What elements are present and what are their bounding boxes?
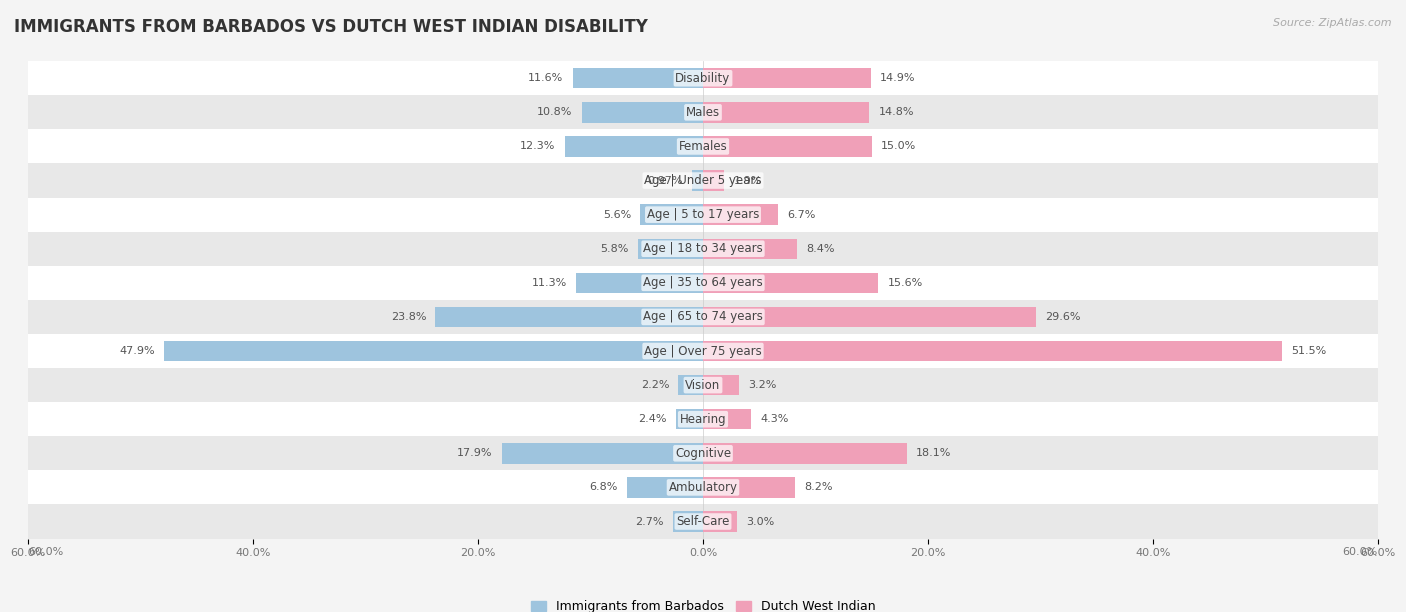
Text: 6.7%: 6.7%	[787, 210, 815, 220]
Text: Source: ZipAtlas.com: Source: ZipAtlas.com	[1274, 18, 1392, 28]
Bar	[627, 477, 703, 498]
Text: 17.9%: 17.9%	[457, 449, 492, 458]
Bar	[703, 409, 751, 430]
Bar	[703, 477, 796, 498]
Text: 2.7%: 2.7%	[636, 517, 664, 526]
Bar	[28, 61, 1378, 95]
Bar	[692, 170, 703, 191]
Bar	[703, 375, 740, 395]
Bar	[576, 272, 703, 293]
Bar	[28, 198, 1378, 232]
Bar	[28, 471, 1378, 504]
Text: 47.9%: 47.9%	[120, 346, 155, 356]
Text: Females: Females	[679, 140, 727, 153]
Bar	[572, 68, 703, 89]
Bar	[28, 402, 1378, 436]
Text: 14.8%: 14.8%	[879, 107, 914, 118]
Text: Age | 18 to 34 years: Age | 18 to 34 years	[643, 242, 763, 255]
Text: Disability: Disability	[675, 72, 731, 84]
Text: IMMIGRANTS FROM BARBADOS VS DUTCH WEST INDIAN DISABILITY: IMMIGRANTS FROM BARBADOS VS DUTCH WEST I…	[14, 18, 648, 36]
Text: Age | 35 to 64 years: Age | 35 to 64 years	[643, 277, 763, 289]
Text: 11.6%: 11.6%	[529, 73, 564, 83]
Legend: Immigrants from Barbados, Dutch West Indian: Immigrants from Barbados, Dutch West Ind…	[526, 595, 880, 612]
Text: 60.0%: 60.0%	[1343, 547, 1378, 557]
Text: 23.8%: 23.8%	[391, 312, 426, 322]
Text: 15.0%: 15.0%	[880, 141, 915, 151]
Bar	[436, 307, 703, 327]
Text: Age | 65 to 74 years: Age | 65 to 74 years	[643, 310, 763, 323]
Text: Cognitive: Cognitive	[675, 447, 731, 460]
Text: 29.6%: 29.6%	[1045, 312, 1080, 322]
Text: 51.5%: 51.5%	[1291, 346, 1326, 356]
Bar	[28, 95, 1378, 129]
Bar	[28, 368, 1378, 402]
Bar	[703, 272, 879, 293]
Bar	[502, 443, 703, 463]
Text: Age | Over 75 years: Age | Over 75 years	[644, 345, 762, 357]
Bar	[703, 443, 907, 463]
Text: 3.0%: 3.0%	[745, 517, 773, 526]
Bar	[638, 239, 703, 259]
Text: 3.2%: 3.2%	[748, 380, 776, 390]
Text: 11.3%: 11.3%	[531, 278, 567, 288]
Text: 4.3%: 4.3%	[761, 414, 789, 424]
Bar	[28, 129, 1378, 163]
Text: 5.8%: 5.8%	[600, 244, 628, 254]
Text: 2.4%: 2.4%	[638, 414, 666, 424]
Bar	[703, 307, 1036, 327]
Bar	[565, 136, 703, 157]
Bar	[703, 136, 872, 157]
Bar	[28, 163, 1378, 198]
Bar	[703, 239, 797, 259]
Text: Vision: Vision	[685, 379, 721, 392]
Text: 18.1%: 18.1%	[915, 449, 950, 458]
Text: 8.4%: 8.4%	[807, 244, 835, 254]
Text: Ambulatory: Ambulatory	[668, 481, 738, 494]
Text: Hearing: Hearing	[679, 412, 727, 426]
Text: 12.3%: 12.3%	[520, 141, 555, 151]
Bar	[703, 170, 724, 191]
Text: 60.0%: 60.0%	[28, 547, 63, 557]
Bar	[676, 409, 703, 430]
Bar	[703, 341, 1282, 361]
Text: 1.9%: 1.9%	[734, 176, 762, 185]
Bar	[703, 68, 870, 89]
Text: 5.6%: 5.6%	[603, 210, 631, 220]
Bar	[28, 266, 1378, 300]
Bar	[672, 511, 703, 532]
Bar	[703, 511, 737, 532]
Bar	[28, 300, 1378, 334]
Text: Self-Care: Self-Care	[676, 515, 730, 528]
Text: 14.9%: 14.9%	[880, 73, 915, 83]
Text: Age | Under 5 years: Age | Under 5 years	[644, 174, 762, 187]
Bar	[640, 204, 703, 225]
Bar	[582, 102, 703, 122]
Bar	[703, 102, 869, 122]
Text: 10.8%: 10.8%	[537, 107, 572, 118]
Bar	[703, 204, 779, 225]
Text: 15.6%: 15.6%	[887, 278, 922, 288]
Text: 6.8%: 6.8%	[589, 482, 617, 493]
Bar	[165, 341, 703, 361]
Bar	[678, 375, 703, 395]
Text: Males: Males	[686, 106, 720, 119]
Text: 2.2%: 2.2%	[641, 380, 669, 390]
Text: Age | 5 to 17 years: Age | 5 to 17 years	[647, 208, 759, 221]
Text: 0.97%: 0.97%	[648, 176, 683, 185]
Bar	[28, 334, 1378, 368]
Bar	[28, 232, 1378, 266]
Text: 8.2%: 8.2%	[804, 482, 832, 493]
Bar	[28, 436, 1378, 471]
Bar	[28, 504, 1378, 539]
